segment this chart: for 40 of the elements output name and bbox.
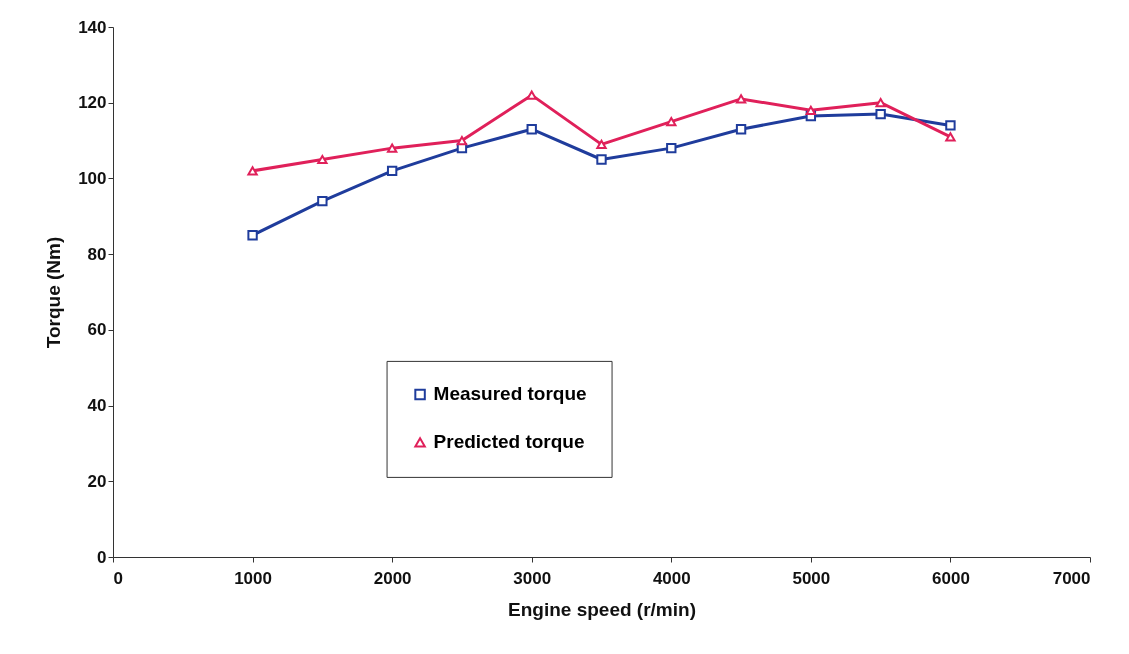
point	[805, 105, 817, 115]
point	[596, 139, 607, 149]
x-tick-label: 5000	[792, 568, 831, 588]
y-tick-label: 140	[78, 17, 107, 37]
y-tick-label: 120	[78, 93, 107, 113]
x-tick-label: 0	[113, 568, 123, 588]
point	[386, 143, 398, 153]
x-axis-title: Engine speed (r/min)	[508, 598, 696, 620]
y-tick-label: 100	[78, 168, 107, 188]
point	[666, 142, 677, 154]
x-tick-label: 4000	[652, 568, 691, 588]
y-tick-label: 40	[87, 396, 107, 416]
y-tick-label: 20	[87, 471, 107, 491]
point	[247, 230, 258, 241]
y-tick-label: 0	[97, 547, 107, 567]
point	[735, 124, 747, 135]
point	[456, 135, 468, 146]
point	[666, 117, 677, 127]
y-tick-label: 80	[87, 244, 107, 264]
x-tick-label: 3000	[513, 568, 552, 588]
y-tick-label: 60	[87, 320, 107, 340]
x-tick-label: 7000	[1052, 568, 1091, 588]
y-axis-title: Torque (Nm)	[43, 236, 65, 349]
point	[247, 166, 258, 176]
point	[386, 165, 398, 177]
point	[875, 98, 886, 108]
x-tick-label: 1000	[234, 568, 272, 588]
x-tick-label: 2000	[373, 568, 412, 588]
point	[735, 94, 747, 104]
point	[317, 154, 328, 165]
point	[596, 154, 607, 165]
x-tick-label: 6000	[932, 568, 970, 588]
point	[526, 90, 537, 100]
point	[945, 120, 956, 131]
point	[526, 124, 537, 135]
legend-label: Measured torque	[433, 383, 587, 405]
point	[875, 108, 886, 120]
point	[317, 195, 328, 207]
legend-label: Predicted torque	[433, 431, 585, 453]
point	[945, 132, 956, 142]
